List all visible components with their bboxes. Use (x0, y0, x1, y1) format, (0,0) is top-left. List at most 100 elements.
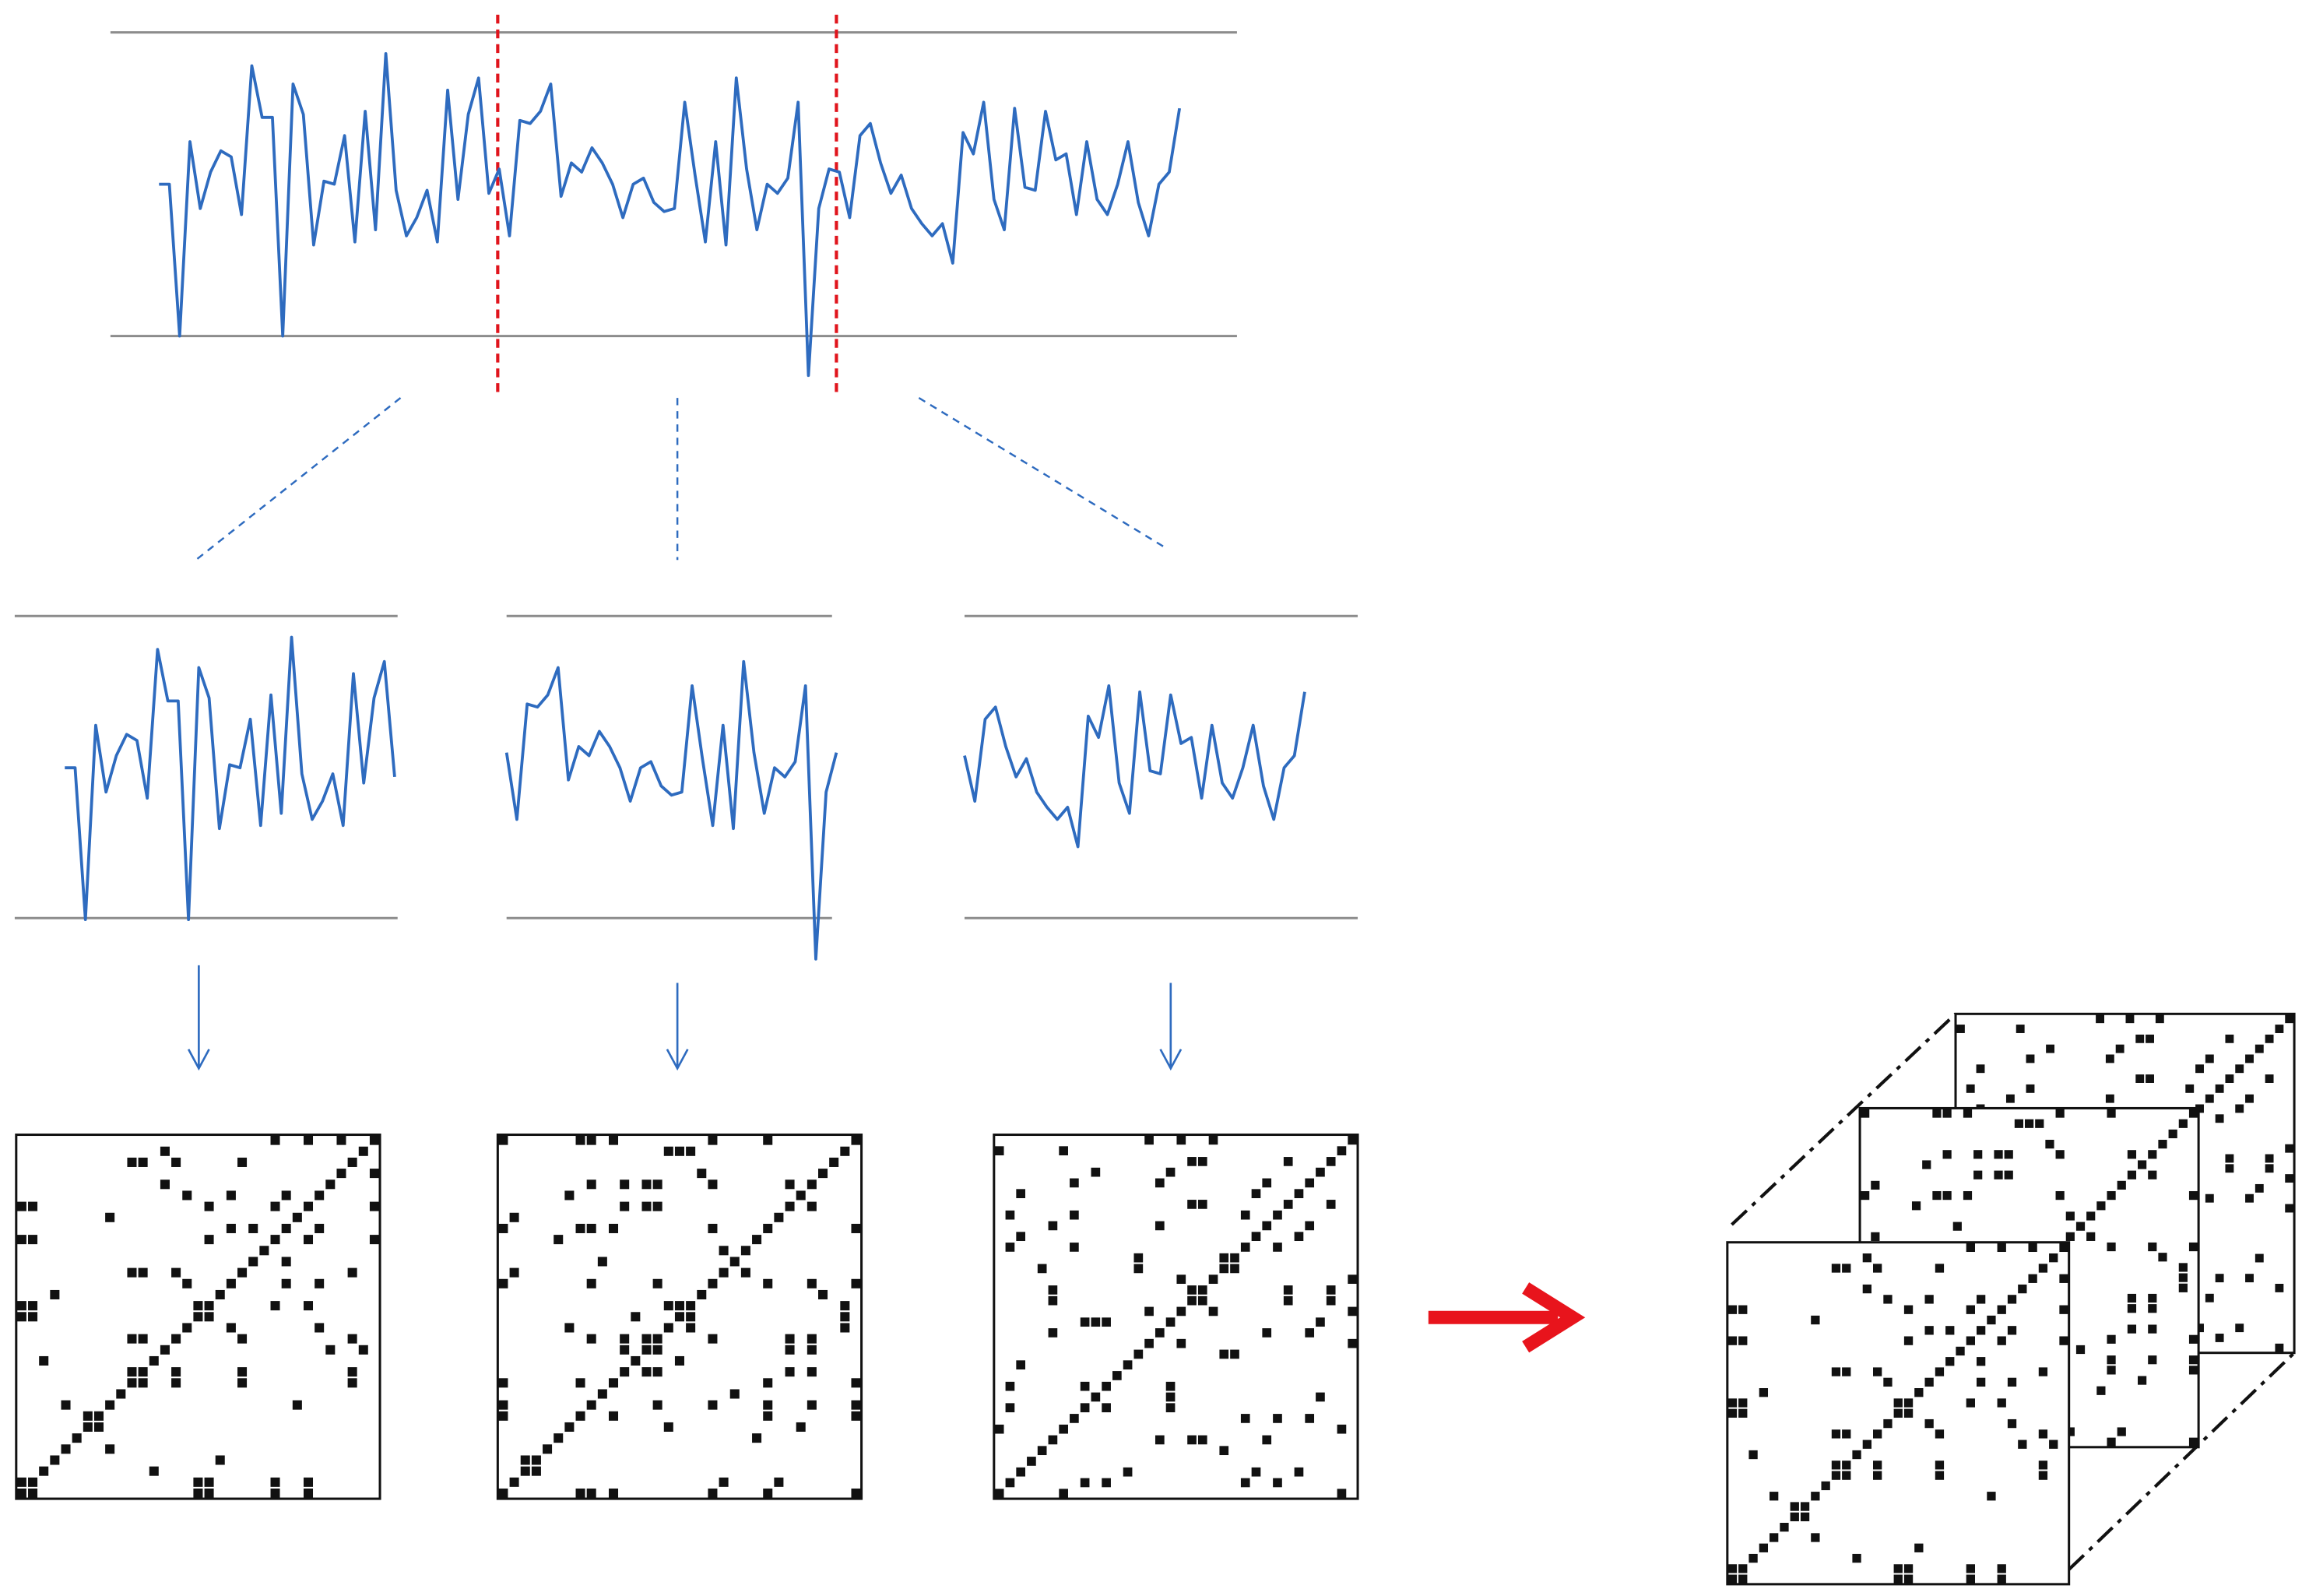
recurrence-cell (1966, 1574, 1975, 1584)
recurrence-cell (1305, 1178, 1315, 1188)
recurrence-cell (1976, 1357, 1986, 1366)
recurrence-cell (1935, 1471, 1945, 1480)
recurrence-cell (752, 1433, 762, 1443)
recurrence-cell (292, 1212, 302, 1222)
recurrence-cell (1070, 1414, 1079, 1423)
recurrence-cell (1070, 1210, 1079, 1220)
recurrence-cell (2146, 1034, 2154, 1043)
recurrence-cell (39, 1355, 49, 1366)
recurrence-cell (369, 1135, 379, 1145)
recurrence-cell (708, 1278, 718, 1288)
recurrence-cell (1945, 1357, 1955, 1366)
cube-edge (1731, 1012, 1957, 1226)
recurrence-cell (1251, 1467, 1261, 1477)
recurrence-cell (28, 1312, 38, 1322)
recurrence-cell (1973, 1170, 1983, 1179)
recurrence-cell (2065, 1427, 2075, 1436)
recurrence-cell (127, 1157, 137, 1167)
recurrence-cell (2086, 1232, 2096, 1241)
recurrence-cell (2059, 1336, 2068, 1345)
recurrence-cell (851, 1400, 861, 1410)
recurrence-cell (1262, 1178, 1272, 1188)
recurrence-cell (39, 1466, 49, 1476)
recurrence-cell (1800, 1512, 1810, 1522)
recurrence-cell (2265, 1074, 2274, 1083)
recurrence-cell (1262, 1328, 1272, 1338)
recurrence-cell (763, 1378, 773, 1388)
recurrence-cell (652, 1367, 662, 1377)
recurrence-cell (807, 1400, 817, 1410)
recurrence-cell (204, 1235, 214, 1245)
recurrence-cell (1165, 1167, 1176, 1177)
recurrence-cell (1102, 1381, 1111, 1391)
recurrence-cell (1144, 1135, 1154, 1145)
recurrence-cell (2215, 1274, 2224, 1283)
recurrence-cell (994, 1146, 1004, 1155)
recurrence-cell (1102, 1317, 1111, 1327)
recurrence-cell (16, 1201, 26, 1211)
recurrence-cell (2007, 1377, 2017, 1387)
recurrence-cell (1294, 1467, 1304, 1477)
recurrence-cell (1197, 1157, 1207, 1166)
recurrence-cell (1811, 1533, 1820, 1542)
recurrence-cell (1862, 1440, 1872, 1449)
recurrence-cell (807, 1334, 817, 1344)
recurrence-cell (719, 1267, 729, 1278)
recurrence-cell (2235, 1064, 2244, 1074)
recurrence-cell (1997, 1243, 2006, 1253)
recurrence-cell (774, 1477, 784, 1487)
recurrence-cell (2265, 1164, 2274, 1173)
recurrence-cell (1154, 1178, 1165, 1188)
recurrence-cell (215, 1455, 225, 1465)
recurrence-cell (2275, 1025, 2284, 1033)
recurrence-cell (1893, 1408, 1903, 1418)
recurrence-cell (597, 1389, 607, 1399)
recurrence-cell (575, 1223, 585, 1233)
recurrence-cell (520, 1466, 530, 1476)
recurrence-cell (248, 1223, 258, 1233)
red-arrow (1428, 1282, 1586, 1353)
recurrence-cell (1924, 1418, 1934, 1429)
recurrence-cell (1080, 1381, 1090, 1391)
recurrence-cell (1862, 1284, 1872, 1294)
recurrence-cell (1903, 1574, 1914, 1584)
recurrence-cell (2285, 1174, 2294, 1183)
recurrence-cell (171, 1367, 181, 1377)
recurrence-cell (93, 1422, 104, 1432)
recurrence-cell (1935, 1367, 1945, 1376)
recurrence-cell (1831, 1367, 1841, 1376)
recurrence-cell (509, 1477, 519, 1487)
recurrence-cell (608, 1135, 619, 1145)
recurrence-cell (674, 1301, 684, 1311)
recurrence-cell (138, 1267, 148, 1278)
recurrence-cell (226, 1323, 236, 1333)
recurrence-cell (358, 1345, 368, 1355)
recurrence-cell (171, 1334, 181, 1344)
recurrence-cell (1738, 1574, 1748, 1584)
recurrence-cell (1942, 1150, 1952, 1159)
recurrence-cell (16, 1312, 26, 1322)
recurrence-cell (2155, 1014, 2164, 1024)
recurrence-cell (1016, 1467, 1026, 1477)
recurrence-cell (1273, 1478, 1282, 1488)
recurrence-cell (160, 1146, 170, 1156)
recurrence-cell (1966, 1243, 1975, 1253)
recurrence-cell (620, 1345, 630, 1355)
recurrence-cell (1165, 1381, 1176, 1391)
recurrence-cell (2188, 1437, 2198, 1447)
recurrence-cell (1091, 1167, 1101, 1177)
recurrence-cell (1893, 1398, 1903, 1408)
recurrence-cell (1080, 1478, 1090, 1488)
recurrence-cell (315, 1278, 325, 1288)
recurrence-cell (1997, 1564, 2006, 1573)
recurrence-cell (1348, 1306, 1358, 1317)
recurrence-cell (2075, 1345, 2086, 1355)
recurrence-cell (72, 1433, 82, 1443)
recurrence-cell (708, 1488, 718, 1499)
recurrence-cell (2285, 1204, 2294, 1213)
recurrence-cell (2215, 1084, 2224, 1093)
recurrence-cell (1240, 1243, 1250, 1252)
recurrence-cell (829, 1157, 839, 1167)
recurrence-cell (2178, 1273, 2188, 1282)
recurrence-cell (2014, 1119, 2024, 1128)
